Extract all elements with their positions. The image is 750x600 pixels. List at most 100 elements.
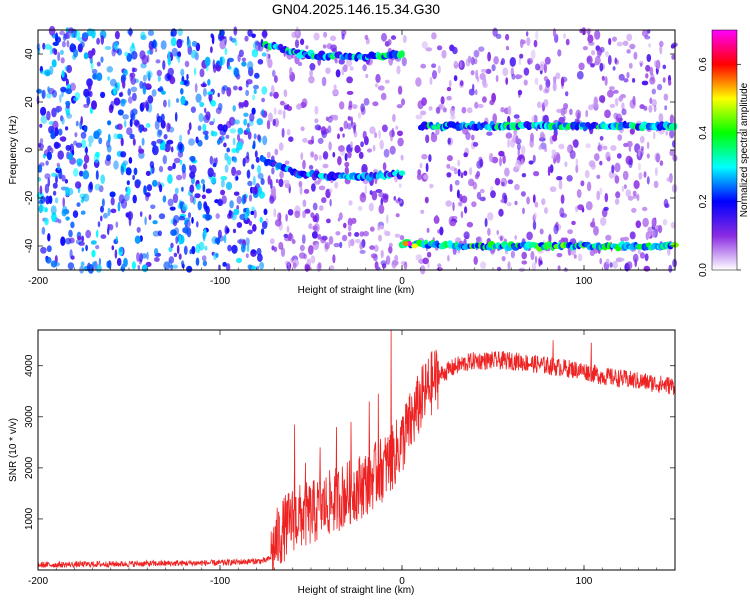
spectrogram-cell <box>467 55 472 64</box>
spectrogram-cell <box>526 196 530 205</box>
spectrogram-cell <box>600 217 607 226</box>
spectrogram-cell <box>199 68 205 78</box>
spectrogram-cell <box>76 202 81 207</box>
spectrogram-cell <box>253 89 257 95</box>
spectrogram-cell <box>159 86 164 93</box>
spectrogram-cell <box>344 161 350 168</box>
spectrogram-cell <box>163 99 167 108</box>
spectrogram-cell <box>659 40 664 48</box>
spectrogram-cell <box>250 249 256 254</box>
spectrogram-cell <box>261 86 268 95</box>
spectrogram-cell <box>126 127 133 136</box>
spectrogram-cell <box>134 120 141 128</box>
spectrogram-cell <box>617 117 623 122</box>
spectrogram-cell <box>610 145 617 151</box>
spectrogram-cell <box>328 235 334 245</box>
spectrogram-cell <box>233 85 238 91</box>
spectrogram-cell <box>202 87 207 97</box>
spectrogram-cell <box>626 71 630 79</box>
snr-x-ticks: -200 -100 0 100 <box>28 330 676 587</box>
spectrogram-cell <box>96 37 100 45</box>
spectrogram-cell <box>425 47 433 52</box>
spectrogram-cell <box>654 167 658 177</box>
spectrogram-cell <box>123 69 128 76</box>
spectrogram-cell <box>353 130 358 138</box>
spectrogram-cell <box>622 236 630 242</box>
spectrogram-cell <box>464 235 470 240</box>
spectrogram-cell <box>515 159 521 170</box>
spectrogram-cell <box>507 105 512 115</box>
spectrogram-cell <box>509 57 516 67</box>
spectrogram-cell <box>565 38 570 46</box>
spectrogram-cell <box>45 256 52 264</box>
spectrogram-cell <box>83 88 90 98</box>
spectrogram-cell <box>391 259 397 269</box>
spectrogram-cell <box>120 198 128 209</box>
spectrogram-cell <box>219 39 226 50</box>
spectrogram-cell <box>526 37 531 46</box>
spectrogram-cell <box>302 138 308 143</box>
spectrogram-cell <box>460 195 468 204</box>
spectrogram-cell <box>429 76 433 85</box>
spectrogram-cell <box>228 65 232 70</box>
spectrogram-y-ticks: -40 -20 0 20 40 <box>24 48 675 253</box>
spectrogram-cell <box>231 244 238 254</box>
spectrogram-cell <box>363 98 370 106</box>
spectrogram-cell <box>236 141 243 151</box>
colorbar-tick-label: 0.4 <box>698 125 709 139</box>
spectrogram-cell <box>430 133 438 143</box>
spectrogram-cell <box>120 137 124 147</box>
spectrogram-cell <box>37 164 43 173</box>
spectrogram-cell <box>649 66 654 76</box>
spectrogram-cell <box>479 158 484 168</box>
spectrogram-cell <box>262 135 268 146</box>
spectrogram-cell <box>491 156 499 164</box>
spectrogram-cell <box>210 46 213 54</box>
spectrogram-cell <box>83 154 90 164</box>
spectrogram-cell <box>217 198 223 206</box>
spectrogram-cell <box>145 192 151 198</box>
spectrogram-cell <box>649 77 656 85</box>
spectrogram-cell <box>94 183 101 191</box>
spectrogram-cell <box>167 55 172 66</box>
spectrogram-cell <box>60 236 66 246</box>
x-tick-label: 0 <box>399 276 405 287</box>
spectrogram-cell <box>179 159 183 165</box>
spectrogram-cell <box>69 82 76 91</box>
spectrogram-cell <box>145 101 149 112</box>
spectrogram-cell <box>328 117 334 122</box>
spectrogram-cell <box>609 86 615 91</box>
spectrogram-cell <box>175 236 179 244</box>
spectrogram-cell <box>260 228 265 235</box>
spectrogram-cell <box>329 198 332 207</box>
spectrogram-cell <box>435 106 441 114</box>
spectrogram-cell <box>640 146 644 151</box>
spectrogram-cell <box>46 245 52 253</box>
spectrogram-cell <box>599 62 604 72</box>
spectrogram-cell <box>182 169 187 180</box>
spectrogram-cell <box>83 52 89 60</box>
spectrogram-cell <box>662 219 668 226</box>
spectrogram-cell <box>217 139 221 145</box>
spectrogram-cell <box>566 145 572 153</box>
snr-series-line <box>38 330 675 570</box>
spectrogram-cell <box>367 148 372 153</box>
spectrogram-cell <box>338 212 343 221</box>
spectrogram-cell <box>439 226 444 236</box>
spectrogram-cell <box>665 130 669 136</box>
spectrogram-cell <box>437 263 442 268</box>
spectrogram-cell <box>308 223 313 230</box>
spectrogram-cell <box>204 134 209 141</box>
spectrogram-cell <box>64 179 68 184</box>
spectrogram-cell <box>107 207 111 217</box>
spectrogram-cell <box>598 95 606 103</box>
spectrogram-cell <box>556 252 563 258</box>
spectrogram-cell <box>478 46 485 52</box>
spectrogram-cell <box>539 61 546 67</box>
spectrogram-cell <box>448 80 452 88</box>
spectrogram-cell <box>278 178 284 188</box>
spectrogram-cell <box>468 88 475 96</box>
spectrogram-cell <box>56 106 60 114</box>
spectrogram-cell <box>333 84 337 90</box>
spectrogram-cell <box>666 177 673 182</box>
